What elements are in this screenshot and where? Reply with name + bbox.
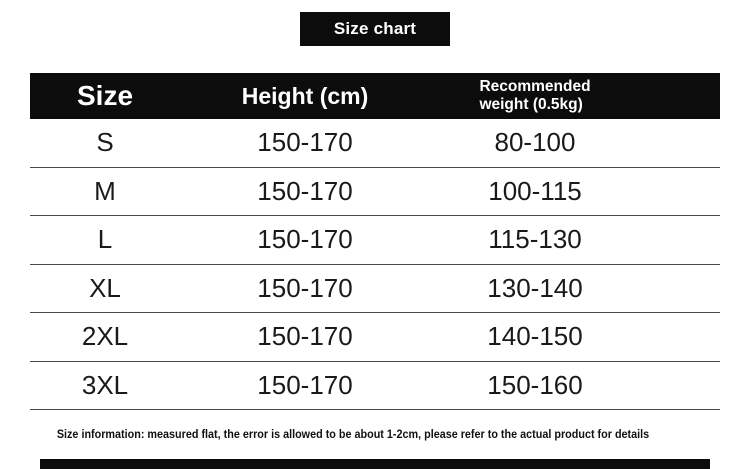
header-cell-height: Height (cm) (241, 82, 369, 109)
height-cell: 150-170 (257, 272, 353, 303)
table-row: XL 150-170 130-140 (30, 265, 720, 313)
size-cell: L (97, 224, 113, 255)
header-cell-weight: Recommended weight (0.5kg) (430, 78, 640, 114)
table-header-row: Size Height (cm) Recommended weight (0.5… (30, 73, 720, 119)
height-cell: 150-170 (257, 369, 353, 400)
size-chart-title-badge: Size chart (300, 12, 450, 46)
size-cell: XL (89, 272, 121, 303)
weight-cell: 130-140 (487, 272, 583, 303)
header-weight-line2: weight (0.5kg) (479, 96, 583, 113)
weight-cell: 100-115 (488, 175, 582, 206)
table-row: 2XL 150-170 140-150 (30, 313, 720, 362)
weight-cell: 150-160 (487, 369, 583, 400)
size-cell: 3XL (81, 369, 129, 400)
size-table: Size Height (cm) Recommended weight (0.5… (30, 73, 720, 410)
size-information-footnote: Size information: measured flat, the err… (56, 427, 650, 441)
table-row: 3XL 150-170 150-160 (30, 362, 720, 410)
height-cell: 150-170 (257, 127, 353, 158)
table-row: L 150-170 115-130 (30, 216, 720, 265)
header-weight-line1: Recommended (479, 78, 591, 96)
weight-cell: 80-100 (494, 127, 576, 158)
height-cell: 150-170 (257, 321, 353, 352)
size-cell: M (94, 175, 116, 206)
table-row: M 150-170 100-115 (30, 168, 720, 216)
table-row: S 150-170 80-100 (30, 119, 720, 168)
height-cell: 150-170 (257, 224, 353, 255)
weight-cell: 140-150 (487, 321, 583, 352)
bottom-section-band (40, 459, 710, 469)
size-cell: 2XL (81, 321, 129, 352)
weight-cell: 115-130 (488, 224, 582, 255)
size-cell: S (96, 127, 114, 158)
header-cell-size: Size (76, 80, 134, 111)
height-cell: 150-170 (257, 175, 353, 206)
title-badge-wrapper: Size chart (0, 0, 750, 46)
